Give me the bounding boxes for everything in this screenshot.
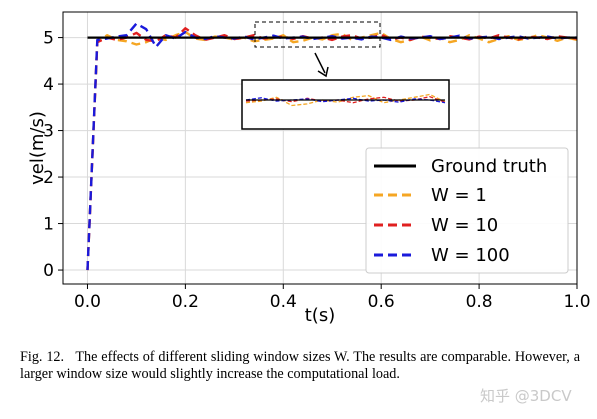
legend-label-w1: W = 1 <box>431 185 487 206</box>
zoom-inset-frame <box>241 79 450 130</box>
y-tick-label: 4 <box>43 75 54 95</box>
x-tick-label: 0.2 <box>172 292 199 312</box>
legend-label-ground-truth: Ground truth <box>431 156 547 177</box>
legend-box <box>365 147 569 274</box>
legend-label-w100: W = 100 <box>431 245 510 266</box>
y-tick-label: 0 <box>43 261 54 281</box>
velocity-chart: 0.0 0.2 0.4 0.6 0.8 1.0 0 1 2 3 4 5 t(s) vel(m/s) G… <box>27 11 591 326</box>
x-tick-label: 0.6 <box>368 292 395 312</box>
caption-label: Fig. 12. <box>20 349 76 365</box>
x-tick-label: 0.0 <box>74 292 101 312</box>
y-tick-label: 3 <box>43 122 54 142</box>
legend: Ground truth W = 1 W = 10 W = 100 <box>365 147 569 274</box>
inset-line-w-100 <box>245 97 446 104</box>
ticks: 0.0 0.2 0.4 0.6 0.8 1.0 0 1 2 3 4 5 <box>43 29 590 312</box>
x-tick-label: 0.4 <box>270 292 297 312</box>
series-line-w-10 <box>86 27 578 271</box>
zoom-inset <box>241 79 450 130</box>
x-axis-label: t(s) <box>305 305 335 326</box>
plot-frame <box>62 11 578 285</box>
zoom-arrow-line <box>314 52 326 74</box>
zoom-inset-series <box>245 93 446 107</box>
series-group <box>86 22 578 271</box>
zoom-region-box <box>254 21 381 48</box>
y-tick-label: 2 <box>43 168 54 188</box>
x-tick-label: 1.0 <box>563 292 590 312</box>
legend-label-w10: W = 10 <box>431 215 498 236</box>
zoom-arrow-head <box>317 66 329 78</box>
caption-text: The effects of different sliding window … <box>20 349 580 382</box>
y-axis-label: vel(m/s) <box>27 111 48 185</box>
figure-caption: Fig. 12. The effects of different slidin… <box>20 349 580 382</box>
y-tick-label: 1 <box>43 215 54 235</box>
y-tick-label: 5 <box>43 29 54 49</box>
watermark: 知乎 @3DCV <box>480 387 572 405</box>
x-tick-label: 0.8 <box>466 292 493 312</box>
